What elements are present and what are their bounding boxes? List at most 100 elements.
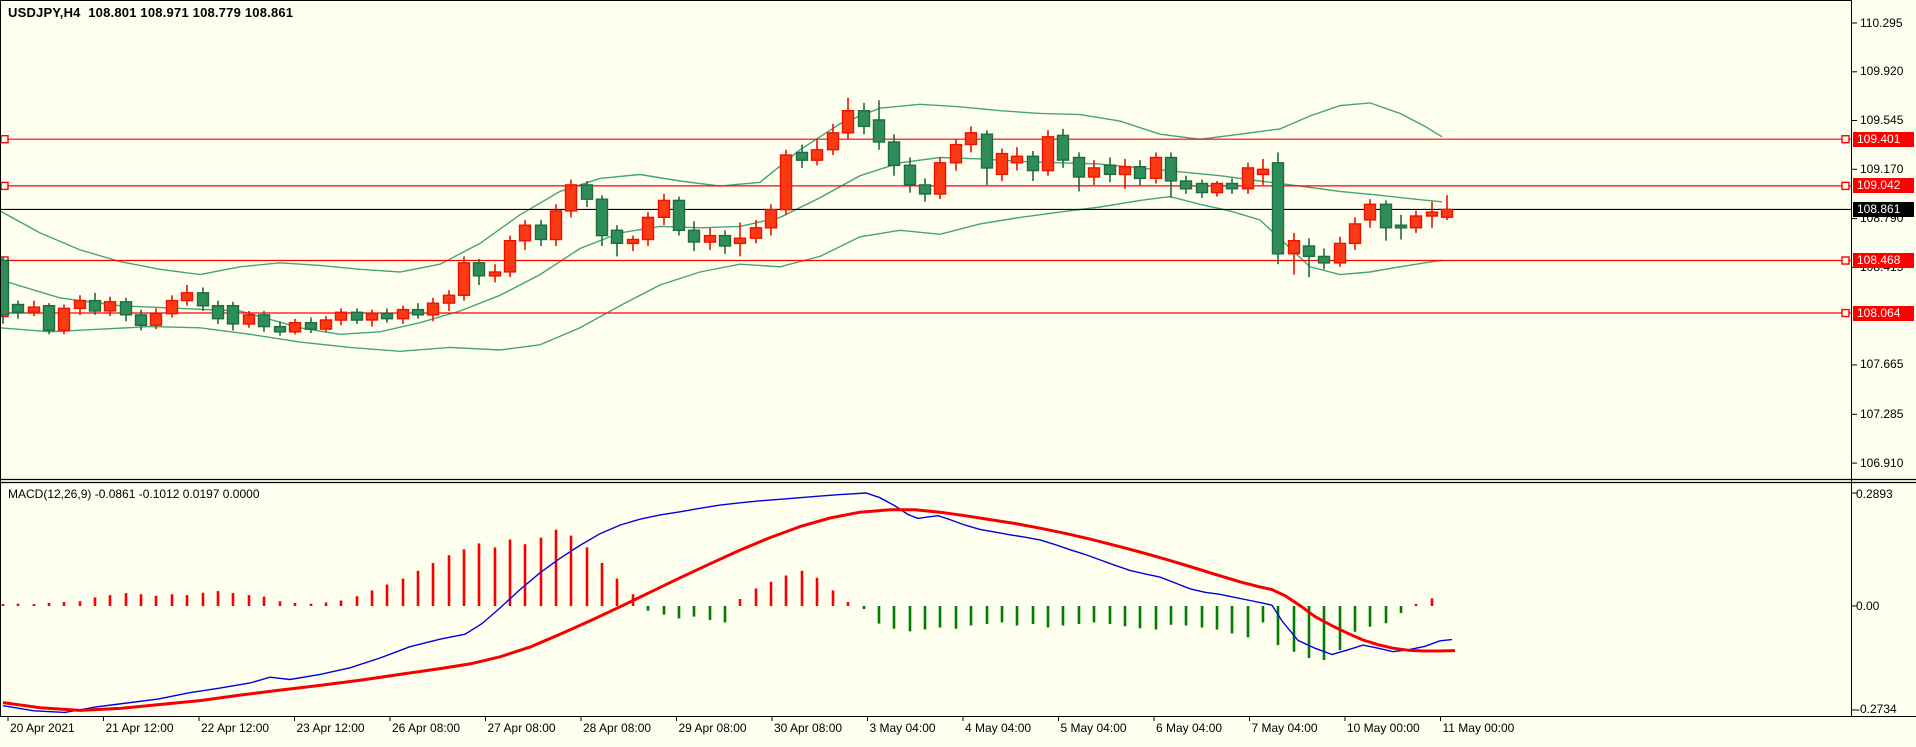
price-axis-label: 107.665: [1860, 357, 1904, 372]
time-axis-label: 3 May 04:00: [869, 721, 936, 735]
candle-body: [1164, 156, 1178, 182]
hline-anchor-marker[interactable]: [0, 181, 9, 191]
price-axis-label: 109.920: [1860, 64, 1904, 79]
candle-body: [1010, 155, 1024, 164]
time-axis-label: 21 Apr 12:00: [105, 721, 174, 735]
time-axis-label: 26 Apr 08:00: [392, 721, 461, 735]
price-axis-label: 109.170: [1860, 161, 1904, 176]
hline-price-badge: 108.468: [1853, 253, 1914, 268]
candle-body: [549, 210, 563, 241]
candle-body: [795, 151, 809, 161]
candle-body: [1056, 134, 1070, 161]
hline-price-badge: 109.401: [1853, 131, 1914, 147]
candle-body: [1087, 167, 1101, 178]
price-axis-label: 107.285: [1860, 406, 1904, 421]
candle-body: [180, 292, 194, 302]
candle-body: [595, 198, 609, 237]
bollinger-upper-band: [0, 102, 1443, 276]
macd-axis-label: 0.2893: [1856, 487, 1893, 501]
price-axis-label: 106.910: [1860, 455, 1904, 470]
candle-body: [764, 208, 778, 229]
candle-body: [257, 314, 271, 328]
hline-price-badge: 108.064: [1853, 305, 1914, 321]
hline-anchor-marker[interactable]: [1841, 181, 1850, 191]
macd-main-line: [2, 492, 1453, 714]
candle-body: [57, 307, 71, 332]
candle-body: [857, 109, 871, 127]
candle-body: [319, 319, 333, 330]
candle-body: [1133, 165, 1147, 180]
candle-body: [350, 311, 364, 321]
candle-body: [610, 229, 624, 245]
candle-body: [933, 162, 947, 195]
macd-axis-label: 0.00: [1856, 599, 1880, 613]
candle-body: [1271, 162, 1285, 255]
candle-body: [1026, 155, 1040, 172]
candle-body: [887, 141, 901, 167]
candle-body: [534, 224, 548, 241]
candle-body: [149, 312, 163, 326]
candle-body: [0, 259, 10, 316]
candle-body: [42, 305, 56, 332]
candle-body: [288, 322, 302, 333]
candle-body: [1379, 203, 1393, 229]
candle-body: [196, 292, 210, 307]
candle-body: [503, 239, 517, 273]
candle-body: [304, 322, 318, 330]
candle-body: [11, 303, 25, 314]
price-axis-label: 110.295: [1860, 15, 1903, 30]
candle-body: [826, 132, 840, 151]
hline-anchor-marker[interactable]: [1841, 308, 1850, 318]
time-axis-label: 22 Apr 12:00: [201, 721, 270, 735]
hline-anchor-marker[interactable]: [1841, 256, 1850, 265]
candle-body: [442, 294, 456, 304]
candle-body: [1072, 156, 1086, 178]
time-axis-label: 6 May 04:00: [1156, 721, 1223, 735]
candle-body: [27, 306, 41, 314]
candle-body: [580, 184, 594, 200]
candle-body: [365, 312, 379, 321]
time-axis-label: 4 May 04:00: [965, 721, 1032, 735]
candle-body: [980, 133, 994, 169]
symbol-ohlc-title: USDJPY,H4 108.801 108.971 108.779 108.86…: [8, 5, 294, 20]
candle-body: [995, 152, 1009, 176]
bollinger-lower-band: [0, 195, 1443, 353]
candle-body: [1195, 182, 1209, 194]
candle-body: [918, 184, 932, 195]
candle-body: [488, 271, 502, 277]
candle-body: [1256, 168, 1270, 176]
candle-body: [411, 308, 425, 316]
hline-anchor-marker[interactable]: [0, 135, 9, 144]
candle-body: [626, 238, 640, 245]
candle-body: [810, 149, 824, 161]
candle-body: [872, 119, 886, 143]
candle-body: [518, 224, 532, 242]
candle-body: [657, 199, 671, 218]
time-axis-label: 28 Apr 08:00: [583, 721, 652, 735]
candle-body: [1210, 182, 1224, 194]
candle-body: [1241, 167, 1255, 190]
bollinger-middle-band: [0, 156, 1443, 336]
candle-body: [380, 312, 394, 320]
candle-body: [949, 143, 963, 164]
time-axis-label: 20 Apr 2021: [10, 721, 75, 735]
candle-body: [1333, 242, 1347, 264]
candle-body: [1363, 203, 1377, 221]
hline-anchor-marker[interactable]: [1841, 135, 1850, 144]
candle-body: [687, 229, 701, 243]
candle-body: [1440, 208, 1454, 218]
macd-signal-line: [2, 508, 1456, 712]
candles-group[interactable]: [0, 97, 1454, 336]
time-axis-label: 27 Apr 08:00: [487, 721, 556, 735]
candle-body: [1409, 215, 1423, 229]
candle-body: [641, 216, 655, 241]
candle-body: [703, 234, 717, 243]
candle-body: [119, 301, 133, 316]
candle-body: [226, 305, 240, 325]
candle-body: [88, 299, 102, 312]
candle-body: [672, 199, 686, 231]
candle-body: [334, 311, 348, 321]
current-price-badge: 108.861: [1853, 201, 1914, 217]
